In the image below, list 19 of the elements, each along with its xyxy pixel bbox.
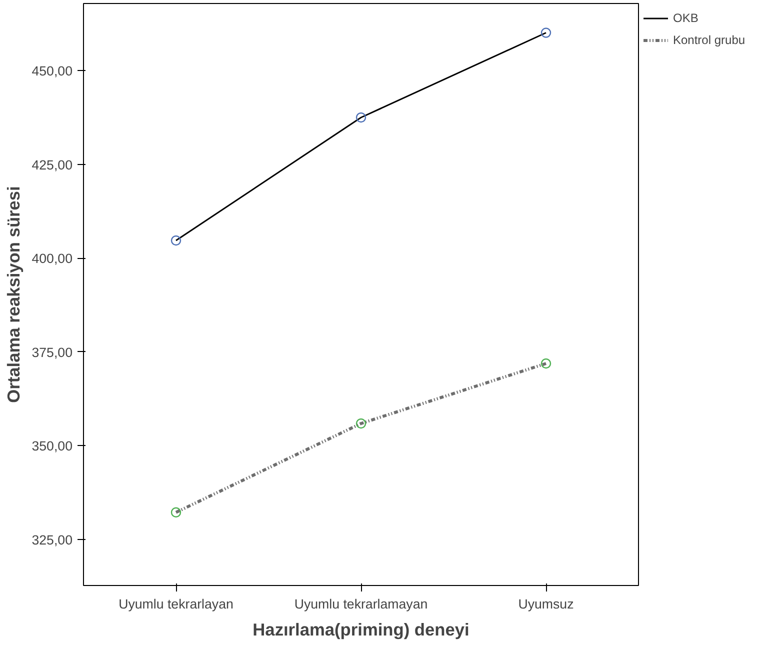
y-tick-label: 450,00	[32, 64, 72, 79]
point	[540, 358, 552, 369]
legend-label: Kontrol grubu	[673, 33, 746, 47]
y-axis-title: Ortalama reaksiyon süresi	[4, 186, 24, 403]
y-tick-label: 425,00	[32, 157, 72, 172]
y-tick-label: 375,00	[32, 344, 72, 360]
x-tick-label: Uyumlu tekrarlayan	[118, 596, 234, 612]
point	[170, 507, 182, 518]
x-tick-label: Uyumsuz	[518, 596, 574, 612]
x-tick-label: Uyumlu tekrarlamayan	[294, 596, 428, 612]
point	[356, 112, 366, 123]
legend-label: OKB	[673, 11, 698, 25]
y-tick-label: 400,00	[32, 251, 72, 266]
point	[540, 28, 552, 38]
x-axis-title: Hazırlama(priming) deneyi	[252, 620, 470, 640]
point	[356, 418, 366, 429]
y-tick-label: 325,00	[32, 532, 72, 548]
point	[170, 235, 182, 246]
y-tick-label: 350,00	[32, 438, 72, 454]
